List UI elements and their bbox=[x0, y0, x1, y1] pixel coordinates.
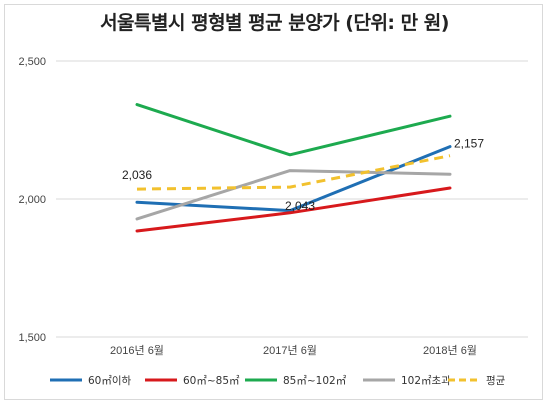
x-tick-label: 2016년 6월 bbox=[110, 344, 164, 357]
legend-label-3: 102㎡초과 bbox=[401, 375, 451, 387]
chart-frame bbox=[4, 4, 543, 400]
series-line-2 bbox=[135, 103, 452, 157]
x-tick-label: 2018년 6월 bbox=[423, 344, 477, 357]
series-line-4 bbox=[136, 154, 451, 191]
series-line-3 bbox=[135, 169, 452, 221]
series-line-1 bbox=[135, 186, 452, 233]
data-label: 2,043 bbox=[285, 199, 315, 213]
y-tick-label: 2,500 bbox=[18, 56, 46, 68]
y-tick-label: 1,500 bbox=[18, 332, 46, 344]
legend-label-4: 평균 bbox=[486, 375, 506, 387]
legend-label-0: 60㎡이하 bbox=[88, 374, 132, 387]
data-label: 2,157 bbox=[454, 137, 484, 151]
data-label: 2,036 bbox=[122, 168, 152, 182]
y-tick-label: 2,000 bbox=[18, 194, 46, 206]
x-tick-label: 2017년 6월 bbox=[263, 344, 317, 357]
legend-label-1: 60㎡~85㎡ bbox=[183, 375, 240, 387]
chart-title: 서울특별시 평형별 평균 분양가 (단위: 만 원) bbox=[100, 12, 449, 34]
series-line-0 bbox=[135, 145, 452, 213]
legend-label-2: 85㎡~102㎡ bbox=[283, 375, 347, 387]
